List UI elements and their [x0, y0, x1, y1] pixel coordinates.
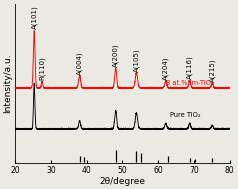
X-axis label: 2θ/degree: 2θ/degree — [99, 177, 145, 186]
Text: A(101): A(101) — [31, 6, 37, 29]
Text: A(215): A(215) — [209, 59, 215, 82]
Text: A(200): A(200) — [112, 43, 119, 67]
Text: R(110): R(110) — [39, 57, 45, 80]
Text: A(116): A(116) — [186, 55, 193, 79]
Text: A(105): A(105) — [133, 48, 140, 71]
Text: A(204): A(204) — [163, 57, 169, 80]
Text: 8 at.%Sm-TiO₂: 8 at.%Sm-TiO₂ — [166, 80, 214, 86]
Text: A(004): A(004) — [76, 51, 83, 74]
Text: Pure TiO₂: Pure TiO₂ — [170, 112, 201, 118]
Y-axis label: Intensity/a.u.: Intensity/a.u. — [4, 54, 12, 113]
